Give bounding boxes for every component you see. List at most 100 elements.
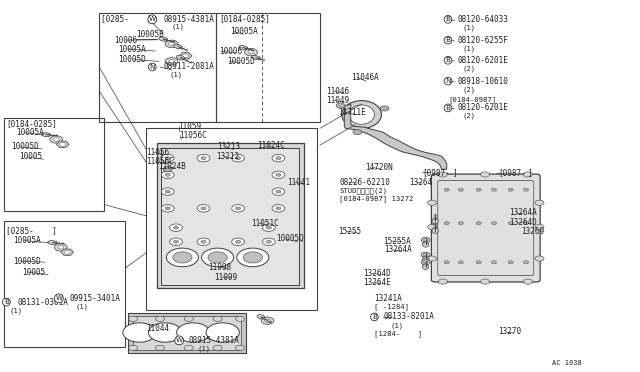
Text: [0285-    ]: [0285- ]: [6, 226, 57, 235]
Circle shape: [177, 323, 210, 342]
Text: 13264D: 13264D: [509, 218, 536, 227]
Circle shape: [197, 205, 210, 212]
Text: 11099: 11099: [214, 273, 237, 282]
Circle shape: [535, 200, 544, 205]
Polygon shape: [179, 52, 192, 59]
Text: 09915-3401A: 09915-3401A: [69, 294, 120, 303]
Text: 13241A: 13241A: [374, 294, 402, 303]
Circle shape: [458, 188, 463, 191]
Ellipse shape: [252, 55, 260, 60]
Circle shape: [524, 222, 529, 225]
Circle shape: [272, 154, 285, 162]
Text: 11024B: 11024B: [158, 162, 186, 171]
Text: N: N: [445, 78, 451, 84]
Circle shape: [272, 188, 285, 195]
Text: 10005D: 10005D: [12, 142, 39, 151]
Circle shape: [50, 136, 63, 143]
Text: 08911-2081A: 08911-2081A: [163, 62, 214, 71]
Circle shape: [481, 172, 490, 177]
Text: [0987-: [0987-: [498, 169, 525, 177]
Circle shape: [244, 48, 257, 56]
Circle shape: [428, 200, 436, 205]
Text: (2): (2): [462, 87, 476, 93]
Text: [0987-: [0987-: [422, 169, 450, 177]
Text: 08915-4381A: 08915-4381A: [189, 336, 239, 345]
Circle shape: [276, 190, 281, 193]
Polygon shape: [344, 104, 447, 169]
Text: 10005A: 10005A: [13, 236, 40, 245]
Ellipse shape: [432, 228, 438, 234]
Text: 11041: 11041: [287, 178, 310, 187]
Circle shape: [236, 157, 241, 160]
Text: B: B: [445, 57, 451, 63]
Circle shape: [421, 237, 430, 243]
Circle shape: [535, 224, 544, 230]
Text: 08120-6201E: 08120-6201E: [458, 103, 508, 112]
Circle shape: [201, 207, 206, 210]
Text: 10005D: 10005D: [13, 257, 40, 266]
Circle shape: [165, 190, 170, 193]
Circle shape: [170, 224, 182, 231]
Text: 08131-0301A: 08131-0301A: [18, 298, 68, 307]
Circle shape: [243, 252, 262, 263]
Circle shape: [213, 316, 222, 321]
Text: 10006: 10006: [114, 36, 137, 45]
Text: 13264: 13264: [410, 178, 433, 187]
Text: 11049: 11049: [326, 96, 349, 105]
Circle shape: [236, 345, 244, 350]
Circle shape: [161, 154, 174, 162]
Circle shape: [262, 224, 275, 231]
Circle shape: [444, 188, 449, 191]
Circle shape: [492, 261, 497, 264]
Circle shape: [428, 256, 436, 261]
Text: 13269: 13269: [522, 227, 545, 236]
Circle shape: [156, 345, 164, 350]
Text: N: N: [150, 64, 155, 70]
Text: 11059: 11059: [178, 122, 201, 131]
Text: 11056: 11056: [146, 148, 169, 157]
Text: [0184-0285]: [0184-0285]: [6, 119, 57, 128]
Circle shape: [444, 222, 449, 225]
Text: 15255: 15255: [338, 227, 361, 236]
Circle shape: [184, 345, 193, 350]
Circle shape: [266, 240, 271, 243]
Circle shape: [60, 142, 66, 146]
Circle shape: [64, 250, 70, 254]
Circle shape: [248, 50, 253, 54]
Text: B: B: [4, 299, 9, 305]
Text: ]: ]: [528, 169, 532, 177]
Circle shape: [424, 239, 428, 241]
Text: 08915-4381A: 08915-4381A: [163, 15, 214, 24]
Text: (1): (1): [462, 25, 476, 31]
Text: B: B: [445, 105, 451, 111]
Bar: [157, 143, 304, 288]
Circle shape: [169, 42, 174, 45]
Text: B: B: [445, 37, 451, 43]
Circle shape: [237, 248, 269, 267]
Circle shape: [428, 224, 436, 230]
Circle shape: [421, 252, 430, 257]
Circle shape: [272, 171, 285, 179]
Circle shape: [438, 279, 447, 284]
Circle shape: [380, 106, 389, 111]
Bar: [133, 316, 241, 350]
Circle shape: [166, 248, 198, 267]
Circle shape: [336, 103, 345, 108]
Circle shape: [476, 188, 481, 191]
Text: AC 1038: AC 1038: [552, 360, 581, 366]
Circle shape: [156, 316, 164, 321]
Ellipse shape: [176, 55, 185, 60]
Text: (1): (1): [76, 304, 89, 310]
Circle shape: [236, 240, 241, 243]
Circle shape: [165, 207, 170, 210]
Circle shape: [213, 345, 222, 350]
Circle shape: [458, 261, 463, 264]
Ellipse shape: [422, 257, 429, 262]
Ellipse shape: [42, 133, 51, 137]
Circle shape: [173, 226, 179, 229]
Circle shape: [148, 323, 182, 342]
Circle shape: [173, 252, 192, 263]
Text: 08120-6255F: 08120-6255F: [458, 36, 508, 45]
Circle shape: [476, 261, 481, 264]
Circle shape: [535, 256, 544, 261]
